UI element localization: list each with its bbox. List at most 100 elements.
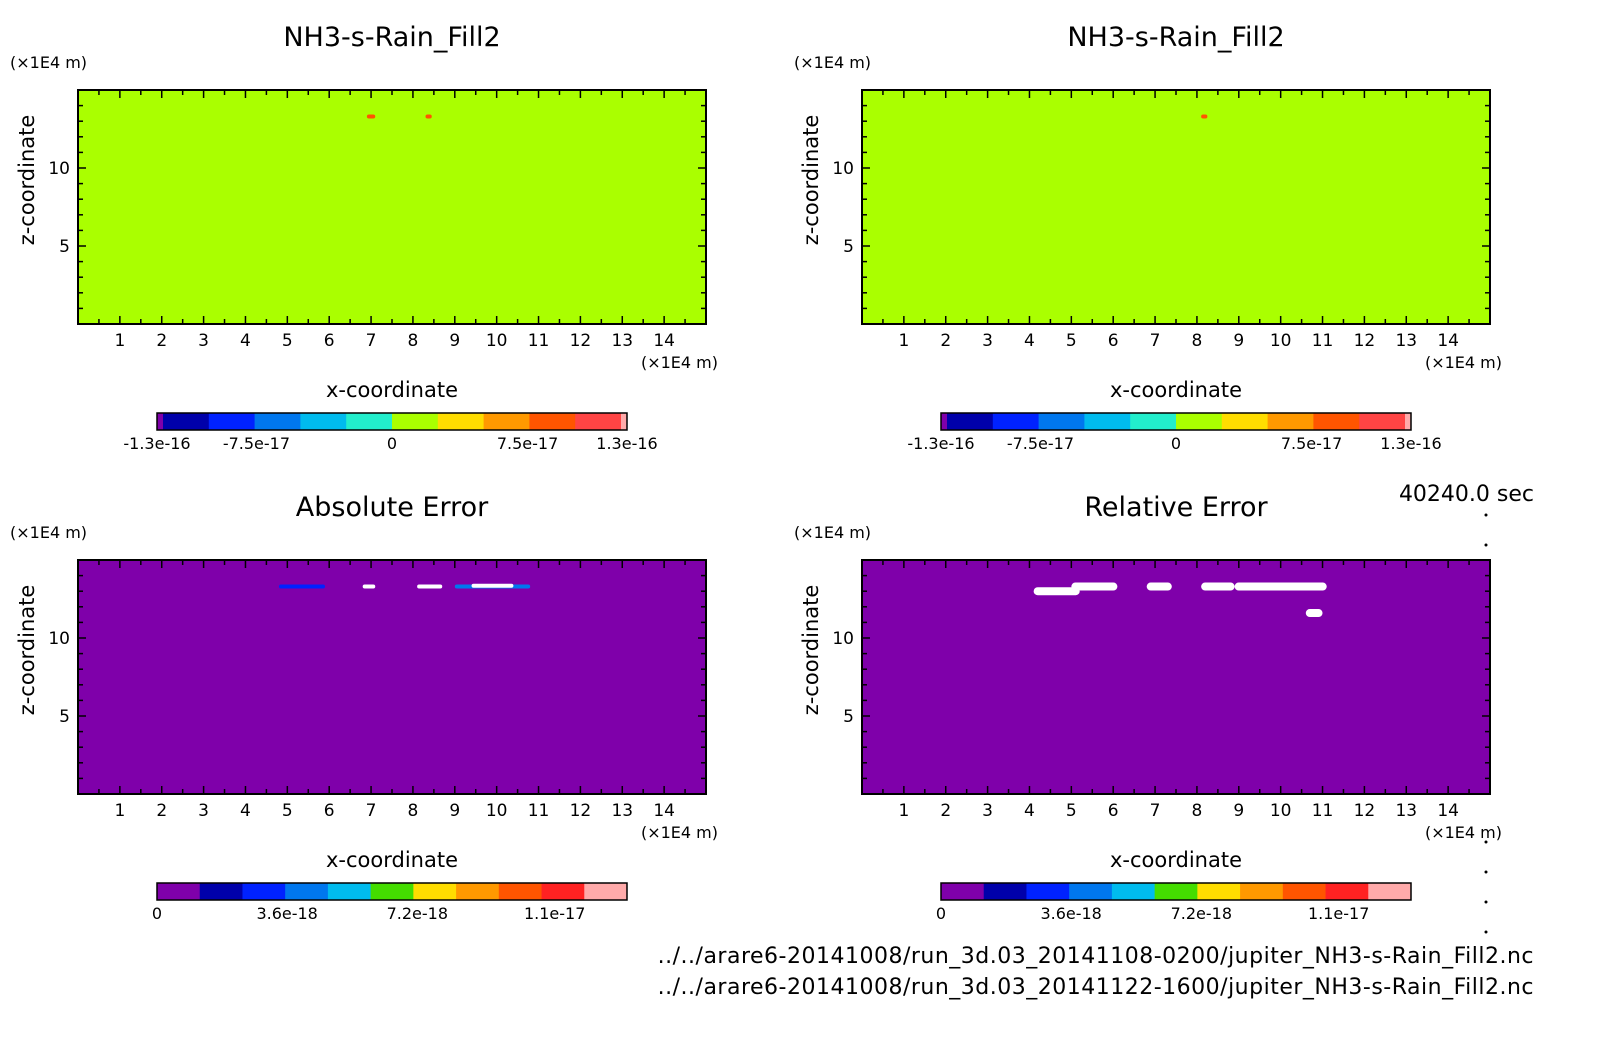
- x-tick-label: 2: [156, 801, 167, 821]
- x-axis-label: x-coordinate: [1110, 378, 1242, 402]
- chart-title: Relative Error: [1084, 492, 1268, 523]
- colorbar-segment: [1221, 413, 1269, 430]
- field-feature: [366, 114, 376, 119]
- colorbar-segment: [992, 413, 1040, 430]
- colorbar-frame: [940, 412, 1412, 431]
- x-tick-label: 14: [1437, 801, 1459, 821]
- y-axis-label: z-coordinate: [15, 115, 39, 246]
- y-unit-label: (×1E4 m): [794, 523, 871, 542]
- margin-dot: [1484, 840, 1488, 844]
- colorbar-segment: [285, 883, 329, 900]
- x-tick-label: 5: [282, 801, 293, 821]
- x-tick-label: 7: [366, 331, 377, 351]
- colorbar-segment: [157, 413, 163, 430]
- colorbar-segment: [456, 883, 500, 900]
- field-feature: [471, 583, 514, 588]
- colorbar-tick-label: 7.2e-18: [387, 904, 448, 923]
- colorbar-segment: [941, 883, 985, 900]
- y-tick-label: 10: [48, 629, 70, 649]
- margin-dot: [1484, 543, 1488, 547]
- colorbar-segment: [483, 413, 530, 430]
- x-tick-label: 13: [1395, 801, 1417, 821]
- colorbar-segment: [346, 413, 393, 430]
- y-tick-label: 5: [59, 237, 70, 257]
- colorbar-segment: [941, 413, 947, 430]
- colorbar-segment: [1267, 413, 1314, 430]
- x-axis-label: x-coordinate: [1110, 848, 1242, 872]
- x-unit-label: (×1E4 m): [641, 823, 718, 842]
- x-tick-label: 11: [528, 801, 550, 821]
- x-unit-label: (×1E4 m): [1425, 353, 1502, 372]
- colorbar-tick-label: -1.3e-16: [907, 434, 974, 453]
- y-tick-label: 10: [832, 629, 854, 649]
- x-tick-label: 13: [611, 801, 633, 821]
- x-tick-label: 3: [198, 331, 209, 351]
- colorbar-tick-label: 7.5e-17: [1281, 434, 1342, 453]
- colorbar-segment: [1111, 883, 1156, 900]
- x-tick-label: 1: [898, 801, 909, 821]
- x-tick-label: 4: [1024, 801, 1035, 821]
- colorbar-segment: [1368, 883, 1412, 900]
- x-tick-label: 14: [1437, 331, 1459, 351]
- x-tick-label: 4: [1024, 331, 1035, 351]
- colorbar-tick-label: 0: [387, 434, 397, 453]
- colorbar-segment: [947, 413, 994, 430]
- colorbar-segment: [983, 883, 1027, 900]
- colorbar-segment: [529, 413, 576, 430]
- x-tick-label: 2: [156, 331, 167, 351]
- x-tick-label: 3: [982, 801, 993, 821]
- colorbar-segment: [1313, 413, 1360, 430]
- x-tick-label: 11: [528, 331, 550, 351]
- colorbar-segment: [1069, 883, 1113, 900]
- x-tick-label: 9: [1233, 331, 1244, 351]
- y-unit-label: (×1E4 m): [10, 53, 87, 72]
- chart-panel-4: Relative Error(×1E4 m)1 2 3 4 5 6 7 8 9 10 11 12 13 1…: [794, 492, 1502, 923]
- colorbar-tick-label: 3.6e-18: [256, 904, 317, 923]
- margin-dot: [1484, 930, 1488, 934]
- colorbar-segment: [1130, 413, 1177, 430]
- x-tick-label: 6: [324, 801, 335, 821]
- field-background: [78, 560, 706, 794]
- colorbar-tick-label: -1.3e-16: [123, 434, 190, 453]
- colorbar-tick-label: 1.1e-17: [524, 904, 585, 923]
- y-axis-label: z-coordinate: [15, 585, 39, 716]
- colorbar-segment: [1240, 883, 1284, 900]
- colorbar-segment: [208, 413, 256, 430]
- chart-panel-3: Absolute Error(×1E4 m)1 2 3 4 5 6 7 8 9 10 11 12 13 1…: [10, 492, 718, 923]
- chart-title: NH3-s-Rain_Fill2: [283, 22, 500, 53]
- y-axis-label: z-coordinate: [799, 585, 823, 716]
- x-axis-label: x-coordinate: [326, 848, 458, 872]
- field-background: [862, 90, 1490, 324]
- colorbar-segment: [242, 883, 286, 900]
- x-tick-label: 5: [1066, 801, 1077, 821]
- chart-title: Absolute Error: [296, 492, 489, 523]
- field-feature: [278, 584, 326, 589]
- x-tick-label: 14: [653, 801, 675, 821]
- field-feature: [1033, 587, 1080, 596]
- y-tick-label: 5: [59, 707, 70, 727]
- colorbar-segment: [1197, 883, 1241, 900]
- colorbar-tick-label: -7.5e-17: [1007, 434, 1074, 453]
- field-feature: [1071, 582, 1118, 591]
- colorbar-segment: [541, 883, 585, 900]
- colorbar-segment: [327, 883, 372, 900]
- colorbar-segment: [1154, 883, 1198, 900]
- colorbar-tick-label: 1.1e-17: [1308, 904, 1369, 923]
- colorbar-tick-label: 1.3e-16: [596, 434, 657, 453]
- colorbar-segment: [584, 883, 628, 900]
- x-tick-label: 10: [1270, 331, 1292, 351]
- field-feature: [1201, 114, 1208, 119]
- colorbar-segment: [1359, 413, 1406, 430]
- y-tick-label: 10: [48, 159, 70, 179]
- margin-dot: [1484, 870, 1488, 874]
- field-feature: [1305, 609, 1323, 618]
- x-tick-label: 7: [366, 801, 377, 821]
- field-feature: [1201, 582, 1235, 591]
- colorbar-tick-label: 0: [152, 904, 162, 923]
- colorbar-tick-label: 7.5e-17: [497, 434, 558, 453]
- colorbar-tick-label: 0: [1171, 434, 1181, 453]
- x-tick-label: 8: [1192, 801, 1203, 821]
- colorbar-segment: [300, 413, 347, 430]
- colorbar-segment: [392, 413, 439, 430]
